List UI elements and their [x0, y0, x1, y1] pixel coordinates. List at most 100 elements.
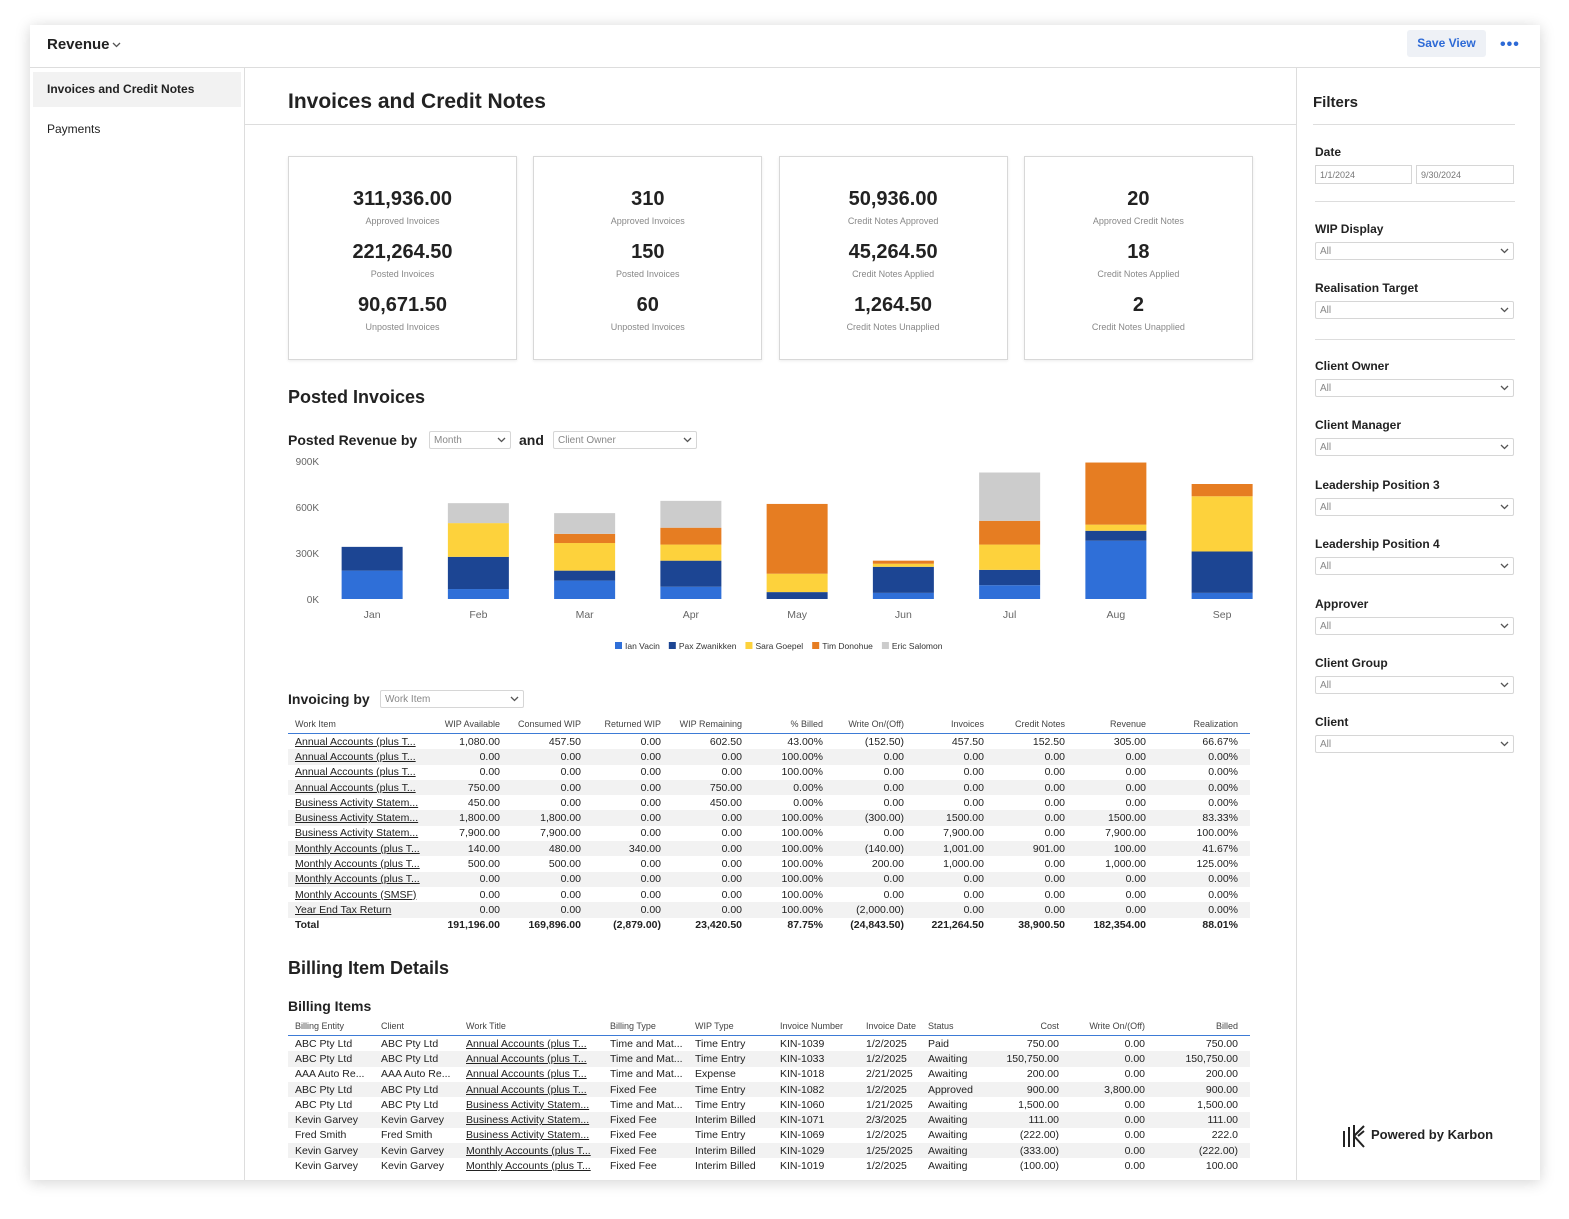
row-link[interactable]: Annual Accounts (plus T...	[295, 781, 416, 794]
select-value: All	[1320, 680, 1332, 691]
bar-segment	[341, 546, 403, 571]
row-link[interactable]: Annual Accounts (plus T...	[466, 1037, 587, 1050]
legend-label: Pax Zwanikken	[679, 641, 737, 651]
table-cell: ABC Pty Ltd	[288, 1097, 374, 1112]
table-cell: KIN-1019	[773, 1158, 859, 1173]
more-menu[interactable]: •••	[1500, 36, 1520, 53]
table-cell: (140.00)	[835, 841, 916, 857]
cell-text: ABC Pty Ltd	[295, 1052, 353, 1065]
bar-segment	[766, 592, 828, 599]
cell-text: Fixed Fee	[610, 1083, 657, 1096]
table-cell: 0.00	[673, 856, 754, 871]
invoicing-select[interactable]: Work Item	[380, 690, 524, 708]
row-link[interactable]: Monthly Accounts (plus T...	[295, 873, 420, 886]
nav-item[interactable]: Payments	[47, 122, 101, 136]
filter-select[interactable]: All	[1315, 498, 1514, 516]
row-link[interactable]: Annual Accounts (plus T...	[295, 750, 416, 763]
date-input[interactable]: 9/30/2024	[1416, 165, 1514, 184]
row-link[interactable]: Monthly Accounts (plus T...	[466, 1144, 591, 1157]
filter-select[interactable]: All	[1315, 438, 1514, 456]
row-link[interactable]: Monthly Accounts (plus T...	[295, 842, 420, 855]
table-cell: Expense	[688, 1067, 773, 1082]
group-select[interactable]: Month	[429, 431, 511, 449]
row-link[interactable]: Annual Accounts (plus T...	[466, 1068, 587, 1081]
table-cell: 0.00	[835, 765, 916, 780]
split-select[interactable]: Client Owner	[553, 431, 697, 449]
cell-text: 1/2/2025	[866, 1129, 907, 1142]
cell-text: 0.00	[1125, 750, 1146, 763]
filter-select[interactable]: All	[1315, 735, 1514, 753]
select-value: All	[1320, 739, 1332, 750]
row-link[interactable]: Business Activity Statem...	[295, 796, 419, 809]
cell-text: 100.00%	[781, 903, 823, 916]
filter-select[interactable]: All	[1315, 301, 1514, 319]
cell-text: ABC Pty Ltd	[381, 1052, 439, 1065]
filter-select[interactable]: All	[1315, 617, 1514, 635]
cell-text: 1,800.00	[459, 812, 500, 825]
filter-select[interactable]: All	[1315, 557, 1514, 575]
cell-text: (140.00)	[864, 842, 904, 855]
legend-label: Tim Donohue	[822, 641, 873, 651]
cell-text: 222.0	[1211, 1129, 1238, 1142]
cell-text: Time Entry	[695, 1037, 746, 1050]
cell-text: 1/2/2025	[866, 1052, 907, 1065]
table-cell: Time Entry	[688, 1128, 773, 1143]
filter-select[interactable]: All	[1315, 676, 1514, 694]
bar-segment	[1085, 540, 1147, 599]
cell-text: 125.00%	[1196, 858, 1238, 871]
total-cell: 182,354.00	[1093, 919, 1146, 932]
filter-select[interactable]: All	[1315, 242, 1514, 260]
chevron-path	[1500, 741, 1509, 747]
row-link[interactable]: Business Activity Statem...	[295, 812, 419, 825]
table-cell: 1/2/2025	[859, 1158, 921, 1173]
nav-item[interactable]: Invoices and Credit Notes	[33, 72, 241, 107]
row-link[interactable]: Annual Accounts (plus T...	[466, 1083, 587, 1096]
row-link[interactable]: Business Activity Statem...	[466, 1129, 590, 1142]
cell-text: 0.00%	[793, 796, 823, 809]
filter-select[interactable]: All	[1315, 379, 1514, 397]
cell-text: 0.00	[963, 888, 984, 901]
column-header: Cost	[991, 1017, 1071, 1036]
filters-divider	[1315, 201, 1515, 202]
row-link[interactable]: Annual Accounts (plus T...	[466, 1052, 587, 1065]
cell-text: KIN-1029	[780, 1144, 825, 1157]
table-cell: 0.00	[593, 902, 673, 918]
select-value: All	[1320, 305, 1332, 316]
cell-text: Time Entry	[695, 1083, 746, 1096]
cell-text: ABC Pty Ltd	[381, 1098, 439, 1111]
row-link[interactable]: Monthly Accounts (SMSF)	[295, 888, 417, 901]
total-cell: 23,420.50	[695, 919, 742, 932]
save-view-button[interactable]: Save View	[1407, 30, 1486, 57]
row-link[interactable]: Annual Accounts (plus T...	[295, 735, 416, 748]
cell-text: Awaiting	[928, 1068, 968, 1081]
row-link[interactable]: Annual Accounts (plus T...	[295, 766, 416, 779]
cell-text: 0.00	[1124, 1144, 1145, 1157]
control-label: Invoicing by	[288, 691, 370, 707]
column-header: WIP Available	[438, 715, 512, 734]
row-link[interactable]: Year End Tax Return	[295, 903, 392, 916]
chevron-path	[1500, 385, 1509, 391]
legend-label: Eric Salomon	[892, 641, 943, 651]
row-link[interactable]: Business Activity Statem...	[466, 1114, 590, 1127]
table-cell: KIN-1069	[773, 1128, 859, 1143]
row-link[interactable]: Monthly Accounts (plus T...	[295, 858, 420, 871]
cell-text: 1/21/2025	[866, 1098, 913, 1111]
row-link[interactable]: Business Activity Statem...	[295, 827, 419, 840]
cell-text: 0.00%	[1208, 766, 1238, 779]
table-cell: 0.00%	[1158, 887, 1250, 902]
table-cell: Fixed Fee	[603, 1112, 688, 1128]
column-header: Returned WIP	[593, 715, 673, 734]
bar-segment	[1191, 551, 1253, 593]
column-header: Work Item	[288, 715, 438, 734]
cell-text: 0.00	[1124, 1114, 1145, 1127]
page-title[interactable]: Revenue	[47, 36, 110, 53]
date-input[interactable]: 1/1/2024	[1315, 165, 1412, 184]
kpi-value: 45,264.50	[848, 241, 938, 263]
kpi-value: 90,671.50	[358, 294, 447, 316]
table-cell: 0.00	[673, 749, 754, 765]
table-cell: 100.00	[1157, 1158, 1250, 1173]
table-cell: 2/21/2025	[859, 1067, 921, 1082]
chevron-path	[1500, 682, 1509, 688]
row-link[interactable]: Monthly Accounts (plus T...	[466, 1160, 591, 1173]
row-link[interactable]: Business Activity Statem...	[466, 1098, 590, 1111]
